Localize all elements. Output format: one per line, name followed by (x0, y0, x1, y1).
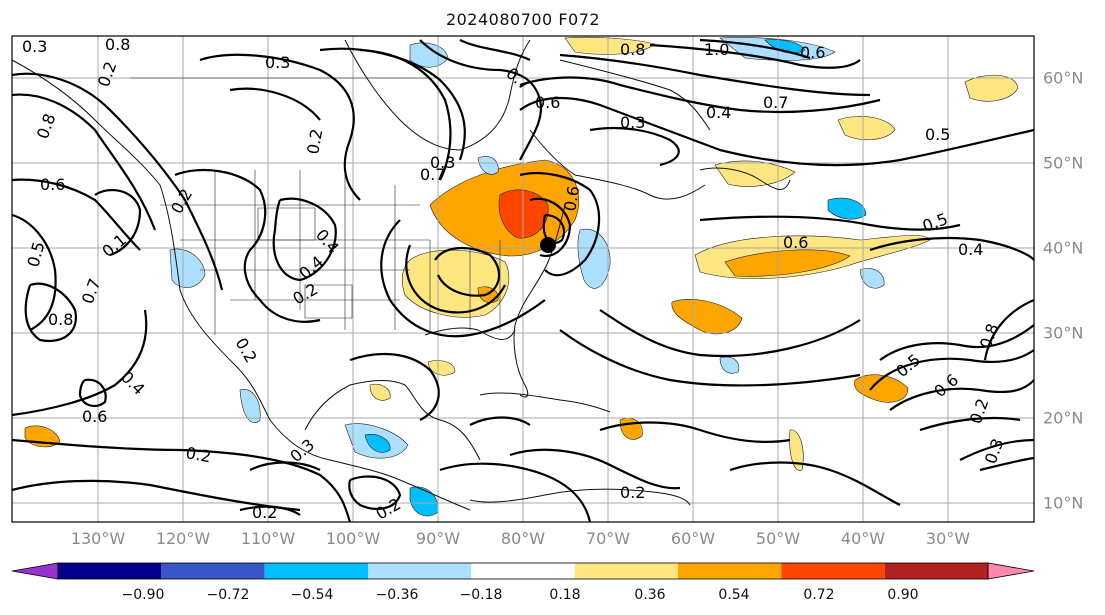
contour-label: 0.2 (252, 503, 277, 522)
colorbar-segment (574, 563, 678, 579)
anomaly-positive-region (714, 160, 796, 187)
anomaly-negative-region (719, 356, 740, 374)
colorbar-segment (471, 563, 575, 579)
contour-label: 0.6 (40, 175, 65, 194)
colorbar-tick: 0.36 (634, 587, 666, 603)
contour-label: 0.2 (184, 443, 212, 466)
colorbar-tick: −0.90 (121, 587, 165, 603)
lon-label: 130°W (70, 529, 126, 548)
contour-label: 1.0 (704, 40, 729, 59)
colorbar-tick: −0.54 (290, 587, 334, 603)
contour-label: 0.4 (706, 103, 731, 122)
lat-label: 20°N (1043, 408, 1084, 428)
anomaly-negative-region (859, 268, 885, 289)
colorbar-segment (161, 563, 265, 579)
colorbar-extend-low (11, 562, 59, 580)
colorbar (11, 562, 1035, 580)
contour-label: 0.2 (620, 483, 645, 502)
lon-label: 100°W (325, 529, 381, 548)
colorbar-tick: −0.72 (206, 587, 250, 603)
anomaly-strong-region (498, 189, 549, 239)
lon-label: 60°W (670, 529, 716, 548)
anomaly-positive-region (964, 74, 1019, 102)
anomaly-strong-region (724, 249, 851, 277)
colorbar-segment (781, 563, 885, 579)
colorbar-tick: 0.90 (887, 587, 919, 603)
colorbar-segment (678, 563, 782, 579)
anomaly-negative-region (577, 228, 611, 289)
lat-label: 60°N (1043, 68, 1084, 88)
contour-label: 0.3 (620, 113, 645, 132)
anomaly-positive-region (401, 249, 510, 318)
lon-label: 30°W (925, 529, 971, 548)
anomaly-negative-region (364, 434, 391, 453)
lon-label: 80°W (500, 529, 546, 548)
colorbar-tick: 0.18 (549, 587, 581, 603)
anomaly-negative-region (477, 156, 499, 175)
storm-center-marker (540, 237, 556, 253)
colorbar-outline (57, 562, 989, 580)
anomaly-positive-region (369, 383, 391, 401)
map-title: 2024080700 F072 (445, 10, 601, 29)
map-frame (11, 35, 1035, 523)
anomaly-positive-region (789, 429, 804, 471)
anomaly-positive-region (671, 299, 743, 335)
contour-label: 0.8 (105, 35, 130, 54)
contour-label: 0.8 (48, 310, 73, 329)
anomaly-negative-region (239, 389, 261, 423)
lon-label: 120°W (155, 529, 211, 548)
lat-label: 10°N (1043, 493, 1084, 513)
contour-label: 0.7 (420, 165, 445, 184)
contour-label: 0.4 (958, 240, 983, 259)
anomaly-positive-region (427, 360, 456, 376)
colorbar-segment (884, 563, 988, 579)
contour-label: 0.7 (763, 93, 788, 112)
lon-label: 40°W (840, 529, 886, 548)
lon-label: 50°W (755, 529, 801, 548)
colorbar-segment (368, 563, 472, 579)
contour-label: 0.6 (783, 233, 808, 252)
contour-lines (11, 38, 1035, 523)
lon-label: 70°W (585, 529, 631, 548)
contour-label: 0.6 (560, 184, 583, 212)
contour-label: 0.3 (265, 53, 290, 72)
contour-label: 0.6 (800, 43, 825, 62)
lon-label: 90°W (415, 529, 461, 548)
anomaly-positive-region (837, 116, 896, 140)
lat-label: 50°N (1043, 153, 1084, 173)
anomaly-positive-region (854, 374, 909, 403)
contour-label: 0.2 (303, 127, 326, 155)
colorbar-tick: 0.72 (803, 587, 835, 603)
contour-label: 0.5 (925, 125, 950, 144)
anomaly-negative-region (827, 197, 867, 220)
lon-label: 110°W (240, 529, 296, 548)
contour-label: 0.8 (620, 40, 645, 59)
anomaly-positive-region (564, 36, 656, 55)
colorbar-tick: −0.18 (459, 587, 503, 603)
colorbar-extend-high (987, 562, 1035, 580)
colorbar-segment (264, 563, 368, 579)
lat-label: 40°N (1043, 238, 1084, 258)
colorbar-segment (58, 563, 162, 579)
coastlines (11, 39, 791, 511)
political-borders (130, 77, 501, 335)
colorbar-tick: −0.36 (375, 587, 419, 603)
lat-label: 30°N (1043, 323, 1084, 343)
contour-label: 0.6 (82, 407, 107, 426)
contour-label: 0.6 (535, 93, 560, 112)
contour-label: 0.3 (22, 37, 47, 56)
colorbar-tick: 0.54 (718, 587, 750, 603)
contour-label: 0.3 (430, 153, 455, 172)
